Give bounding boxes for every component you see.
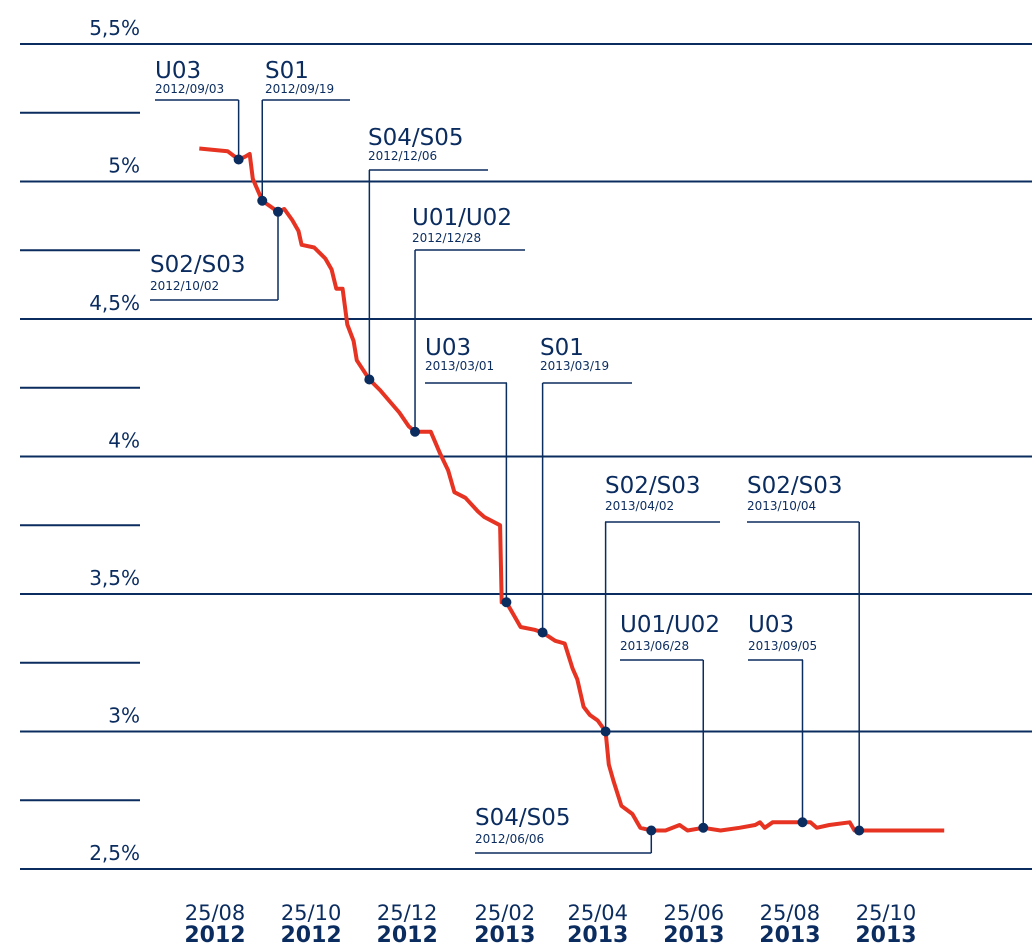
x-tick-year: 2013	[759, 923, 820, 944]
annotation-marker	[797, 817, 808, 828]
annotation-date: 2012/12/28	[412, 231, 481, 245]
y-tick-label: 5,5%	[89, 16, 140, 40]
annotation-date: 2013/04/02	[605, 499, 674, 513]
x-tick-year: 2012	[184, 923, 245, 944]
annotation-marker	[364, 374, 375, 385]
annotation-label: S02/S03	[747, 473, 842, 499]
x-tick-year: 2012	[377, 923, 438, 944]
annotation-marker	[273, 206, 284, 217]
annotation-marker	[410, 426, 421, 437]
line-series	[199, 146, 945, 833]
annotation-date: 2012/09/19	[265, 82, 334, 96]
y-tick-label: 3%	[108, 704, 140, 728]
annotation-date: 2012/06/06	[475, 832, 544, 846]
x-tick-label: 25/08	[185, 901, 246, 925]
annotation-marker	[233, 154, 244, 165]
annotation-marker	[501, 597, 512, 608]
annotation-date: 2013/06/28	[620, 639, 689, 653]
annotation-date: 2013/10/04	[747, 499, 816, 513]
y-tick-label: 4%	[108, 429, 140, 453]
x-tick-label: 25/10	[856, 901, 917, 925]
x-tick-year: 2013	[663, 923, 724, 944]
y-tick-label: 2,5%	[89, 841, 140, 865]
annotation-label: U03	[748, 612, 794, 638]
x-tick-label: 25/06	[664, 901, 725, 925]
annotation-label: S04/S05	[368, 125, 463, 151]
y-tick-label: 4,5%	[89, 291, 140, 315]
annotation-marker	[698, 822, 709, 833]
x-tick-year: 2013	[474, 923, 535, 944]
y-tick-label: 5%	[108, 154, 140, 178]
annotation-label: U03	[155, 58, 201, 84]
x-tick-year: 2013	[855, 923, 916, 944]
annotation-date: 2012/12/06	[368, 149, 437, 163]
annotation-label: S02/S03	[605, 473, 700, 499]
annotation-label: S01	[540, 335, 584, 361]
annotation-date: 2012/09/03	[155, 82, 224, 96]
x-tick-label: 25/04	[567, 901, 628, 925]
x-tick-label: 25/08	[760, 901, 821, 925]
annotation-date: 2013/03/01	[425, 359, 494, 373]
annotation-date: 2013/09/05	[748, 639, 817, 653]
annotation-marker	[646, 825, 657, 836]
annotation-date: 2013/03/19	[540, 359, 609, 373]
y-tick-label: 3,5%	[89, 566, 140, 590]
x-tick-label: 25/12	[377, 901, 438, 925]
x-tick-year: 2013	[567, 923, 628, 944]
annotation-marker	[854, 825, 865, 836]
annotation-label: S04/S05	[475, 805, 570, 831]
annotation-label: S01	[265, 58, 309, 84]
x-tick-label: 25/10	[281, 901, 342, 925]
annotation-marker	[537, 627, 548, 638]
annotation-marker	[257, 195, 268, 206]
annotation-label: U01/U02	[412, 205, 512, 231]
annotation-label: U01/U02	[620, 612, 720, 638]
annotation-date: 2012/10/02	[150, 279, 219, 293]
annotation-label: S02/S03	[150, 252, 245, 278]
x-tick-label: 25/02	[475, 901, 536, 925]
annotation-marker	[600, 726, 611, 737]
x-tick-year: 2012	[280, 923, 341, 944]
annotation-label: U03	[425, 335, 471, 361]
